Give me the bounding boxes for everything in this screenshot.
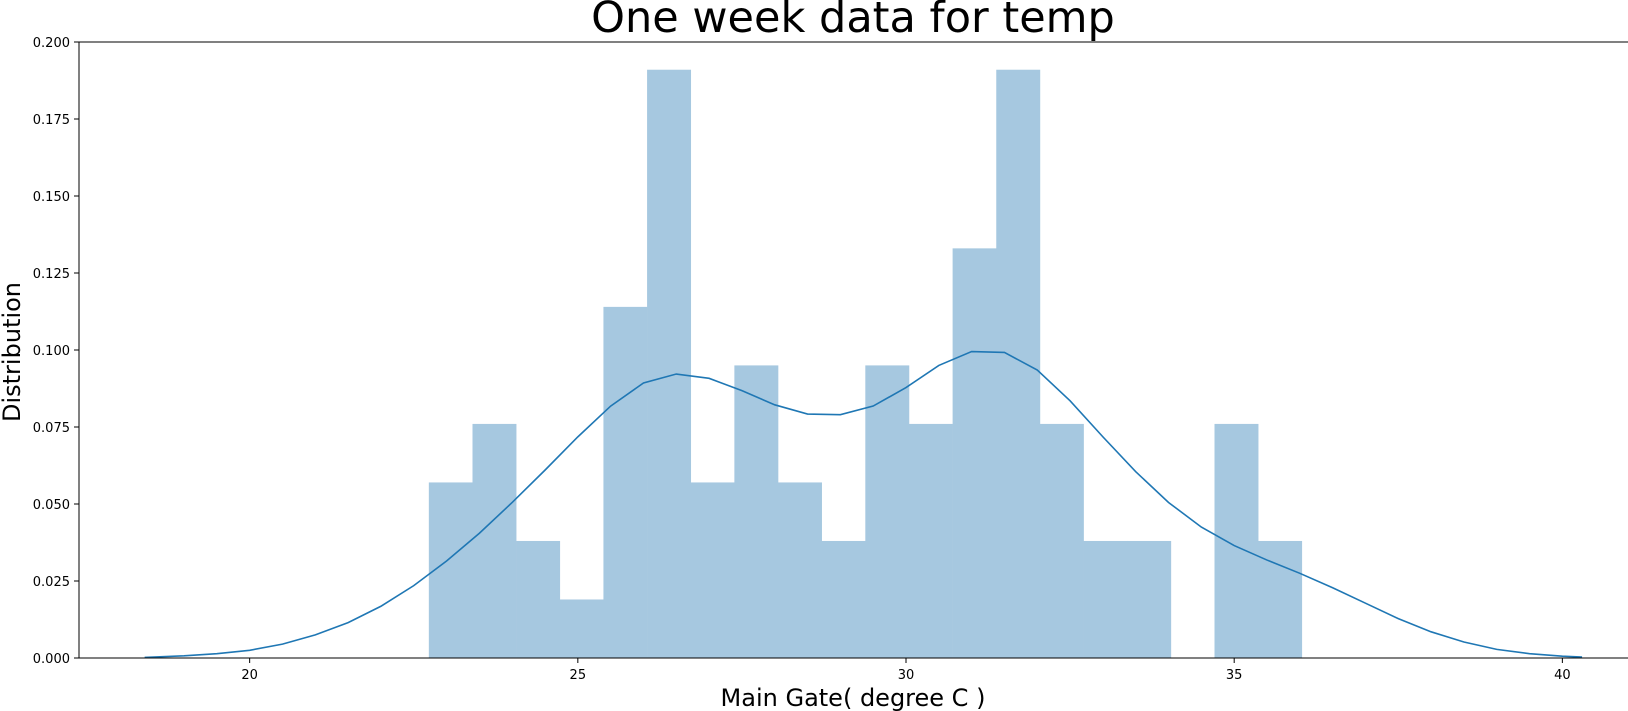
- histogram-bar: [647, 69, 692, 659]
- histogram-bar: [603, 306, 648, 658]
- histogram-bar: [559, 599, 604, 658]
- histogram-bar: [1083, 540, 1128, 658]
- y-tick-label: 0.200: [33, 36, 70, 51]
- histogram-bar: [516, 540, 561, 658]
- x-tick-label: 25: [570, 668, 587, 683]
- chart-title: One week data for temp: [591, 0, 1115, 43]
- x-tick-label: 20: [241, 668, 258, 683]
- histogram-bar: [428, 482, 473, 658]
- y-tick-label: 0.150: [33, 190, 70, 205]
- y-tick-label: 0.100: [33, 344, 70, 359]
- histogram-bar: [865, 365, 910, 658]
- histogram-bar: [908, 423, 953, 658]
- y-tick-label: 0.025: [33, 575, 70, 590]
- histogram-bar: [1039, 423, 1084, 658]
- y-tick-label: 0.175: [33, 113, 70, 128]
- y-tick-label: 0.125: [33, 267, 70, 282]
- histogram-bar: [821, 540, 866, 658]
- y-axis-ticks: 0.000 0.025 0.050 0.075 0.100 0.125 0.150 0.175…: [33, 36, 79, 667]
- x-axis-ticks: 20 25 30 35 40: [241, 658, 1571, 683]
- histogram-bar: [734, 365, 779, 658]
- y-tick-label: 0.000: [33, 652, 70, 667]
- x-tick-label: 35: [1226, 668, 1243, 683]
- histogram-bar: [996, 69, 1041, 659]
- x-tick-label: 40: [1554, 668, 1571, 683]
- histogram-bar: [1258, 540, 1303, 658]
- histogram-bar: [778, 482, 822, 658]
- histogram-bars: [428, 69, 1303, 659]
- histogram-bar: [952, 248, 997, 659]
- histogram-bar: [1214, 423, 1259, 658]
- x-tick-label: 30: [898, 668, 915, 683]
- x-axis-title: Main Gate( degree C ): [721, 684, 986, 711]
- histogram-bar: [472, 423, 517, 658]
- y-tick-label: 0.075: [33, 421, 70, 436]
- histogram-bar: [1127, 540, 1172, 658]
- histogram-bar: [690, 482, 735, 658]
- y-axis-title: Distribution: [0, 282, 26, 422]
- kde-line: [144, 350, 1583, 659]
- y-tick-label: 0.050: [33, 498, 70, 513]
